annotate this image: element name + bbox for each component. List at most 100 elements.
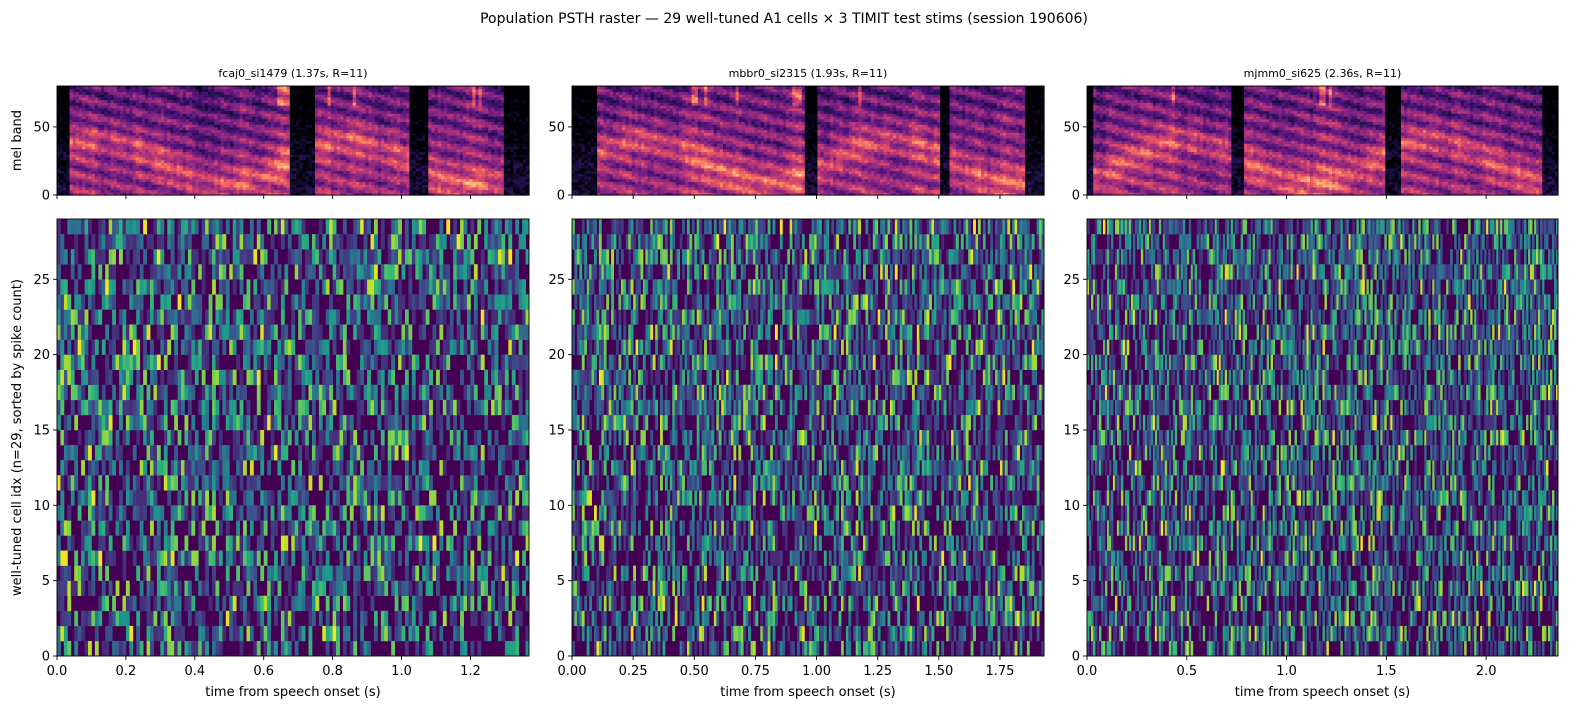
spectrogram-cell (97, 94, 102, 98)
spectrogram-cell (255, 154, 259, 158)
spectrogram-cell (66, 192, 71, 196)
spectrogram-cell (220, 105, 225, 109)
spectrogram-cell (57, 88, 61, 93)
spectrogram-cell (217, 165, 222, 169)
spectrogram-cell (176, 181, 181, 185)
spectrogram-cell (230, 107, 234, 112)
spectrogram-cell (286, 96, 291, 101)
spectrogram-cell (195, 132, 200, 136)
spectrogram-cell (75, 162, 80, 166)
spectrogram-cell (233, 126, 237, 131)
spectrogram-cell (274, 99, 278, 103)
spectrogram-cell (157, 115, 162, 120)
spectrogram-cell (69, 189, 74, 193)
spectrogram-cell (236, 107, 241, 112)
spectrogram-cell (119, 126, 124, 131)
spectrogram-cell (69, 175, 74, 180)
spectrogram-cell (116, 186, 121, 191)
spectrogram-cell (261, 192, 266, 196)
spectrogram-cell (255, 86, 259, 90)
spectrogram-cell (220, 154, 225, 158)
spectrogram-cell (119, 192, 124, 196)
spectrogram-cell (233, 137, 237, 142)
spectrogram-cell (79, 110, 83, 114)
spectrogram-cell (220, 86, 225, 90)
spectrogram-cell (85, 181, 90, 185)
spectrogram-cell (85, 184, 90, 188)
spectrogram-cell (104, 156, 108, 161)
spectrogram-cell (104, 96, 108, 101)
spectrogram-cell (267, 151, 272, 155)
spectrogram-cell (226, 135, 231, 139)
spectrogram-cell (214, 186, 219, 191)
spectrogram-cell (129, 156, 134, 161)
spectrogram-cell (255, 129, 259, 133)
spectrogram-cell (176, 186, 181, 191)
spectrogram-cell (176, 137, 181, 142)
spectrogram-cell (277, 107, 282, 112)
spectrogram-cell (182, 167, 187, 172)
spectrogram-cell (91, 110, 96, 114)
spectrogram-cell (113, 192, 118, 196)
spectrogram-cell (82, 135, 86, 139)
spectrogram-cell (182, 124, 187, 128)
spectrogram-cell (101, 156, 105, 161)
spectrogram-cell (192, 170, 197, 174)
spectrogram-cell (274, 126, 278, 131)
spectrogram-cell (255, 115, 259, 120)
spectrogram-cell (277, 181, 282, 185)
spectrogram-cell (201, 178, 206, 182)
spectrogram-cell (154, 99, 159, 103)
spectrogram-cell (151, 107, 156, 112)
spectrogram-cell (163, 113, 168, 117)
spectrogram-cell (79, 94, 83, 98)
spectrogram-cell (248, 186, 253, 191)
spectrogram-cell (113, 173, 118, 177)
spectrogram-cell (223, 140, 228, 144)
spectrogram-cell (242, 129, 247, 133)
spectrogram-cell (126, 181, 130, 185)
spectrogram-cell (236, 145, 241, 150)
spectrogram-cell (94, 126, 99, 131)
spectrogram-cell (110, 151, 115, 155)
spectrogram-cell (157, 91, 162, 95)
spectrogram-cell (63, 115, 68, 120)
spectrogram-cell (223, 159, 228, 163)
spectrogram-cell (223, 137, 228, 142)
spectrogram-cell (226, 115, 231, 120)
spectrogram-cell (261, 143, 266, 147)
spectrogram-cell (245, 189, 250, 193)
spectrogram-cell (189, 143, 193, 147)
spectrogram-cell (101, 115, 105, 120)
spectrogram-cell (245, 156, 250, 161)
spectrogram-cell (138, 156, 143, 161)
spectrogram-cell (170, 156, 175, 161)
spectrogram-cell (286, 148, 291, 153)
spectrogram-cell (223, 132, 228, 136)
spectrogram-cell (104, 88, 108, 93)
spectrogram-cell (289, 126, 294, 131)
spectrogram-cell (186, 99, 190, 103)
spectrogram-cell (104, 102, 108, 106)
spectrogram-cell (173, 88, 178, 93)
spectrogram-cell (189, 86, 193, 90)
spectrogram-cell (110, 96, 115, 101)
spectrogram-cell (145, 99, 149, 103)
spectrogram-cell (239, 110, 244, 114)
spectrogram-cell (160, 143, 165, 147)
spectrogram-cell (277, 170, 282, 174)
spectrogram-cell (173, 167, 178, 172)
spectrogram-cell (239, 148, 244, 153)
spectrogram-cell (97, 170, 102, 174)
spectrogram-cell (173, 129, 178, 133)
spectrogram-cell (186, 118, 190, 123)
spectrogram-cell (170, 121, 175, 125)
spectrogram-cell (226, 143, 231, 147)
spectrogram-cell (214, 99, 219, 103)
spectrogram-cell (198, 129, 203, 133)
spectrogram-cell (107, 178, 112, 182)
spectrogram-cell (274, 140, 278, 144)
spectrogram-cell (239, 175, 244, 180)
spectrogram-cell (173, 156, 178, 161)
spectrogram-cell (286, 86, 291, 90)
